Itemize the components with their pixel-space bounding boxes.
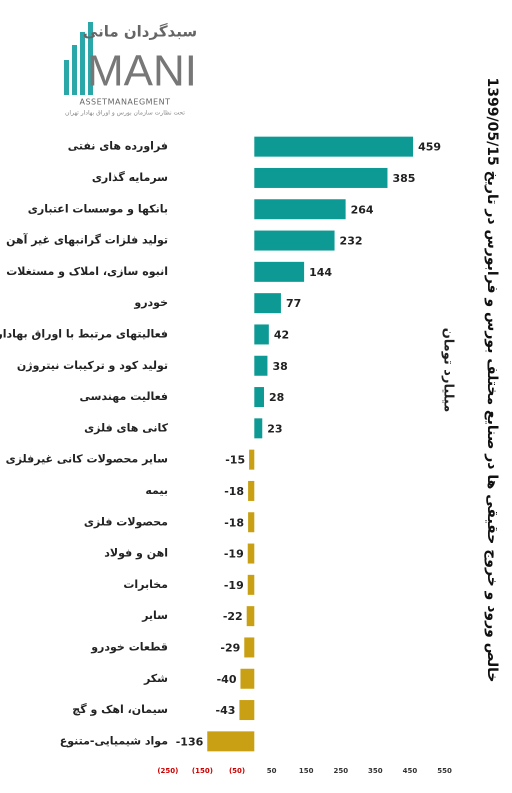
bar: [248, 512, 255, 533]
bar: [244, 637, 255, 658]
logo-bar: [80, 32, 85, 95]
logo-tagline: ASSETMANAEGMENT: [80, 98, 171, 107]
bar: [254, 136, 414, 157]
x-tick-label: (250): [157, 767, 178, 775]
chart-subtitle: میلیارد تومان: [441, 328, 456, 413]
bar: [254, 167, 388, 188]
y-tick-label: قطعات خودرو: [90, 640, 168, 653]
y-tick-label: سایر: [141, 609, 168, 622]
y-tick-label: انبوه سازی، املاک و مستغلات: [6, 265, 168, 278]
x-tick-label: (50): [229, 767, 245, 775]
y-tick-label: محصولات فلزی: [84, 515, 168, 528]
bar: [254, 387, 264, 408]
logo-bar: [64, 60, 69, 95]
bar: [240, 668, 255, 689]
value-label: 42: [274, 328, 289, 341]
value-label: 38: [272, 360, 287, 373]
y-tick-label: شکر: [143, 672, 168, 685]
logo-brand: MANI: [87, 47, 197, 96]
value-label: -136: [176, 735, 204, 748]
value-label: 385: [392, 172, 415, 185]
value-label: -43: [216, 704, 236, 717]
value-label: -18: [224, 516, 244, 529]
x-tick-label: 450: [403, 767, 418, 775]
value-label: 264: [351, 203, 374, 216]
value-label: -29: [220, 641, 240, 654]
logo-name: سبدگردان مانی: [83, 23, 197, 41]
y-tick-label: تولید کود و ترکیبات نیتروژن: [17, 359, 168, 372]
bar: [254, 230, 335, 251]
logo-bar: [88, 22, 93, 95]
y-tick-label: سیمان، اهک و گچ: [72, 703, 168, 716]
y-tick-label: مواد شیمیایی-متنوع: [60, 734, 168, 747]
bar: [247, 543, 255, 564]
value-label: 77: [286, 297, 301, 310]
x-tick-label: 550: [437, 767, 452, 775]
value-label: 23: [267, 422, 282, 435]
value-label: 28: [269, 391, 284, 404]
bar: [249, 449, 255, 470]
x-tick-label: 150: [299, 767, 314, 775]
x-tick-label: 250: [333, 767, 348, 775]
value-label: 144: [309, 266, 332, 279]
logo-note: تحت نظارت سازمان بورس و اوراق بهادار تهر…: [65, 110, 185, 117]
bar: [239, 700, 255, 721]
logo: سبدگردان مانی MANI ASSETMANAEGMENT تحت ن…: [64, 22, 197, 117]
y-tick-label: فعالیت مهندسی: [80, 390, 169, 403]
bar: [248, 480, 255, 501]
bar: [254, 261, 305, 282]
y-tick-label: اهن و فولاد: [104, 547, 168, 560]
x-tick-label: 50: [267, 767, 277, 775]
bar: [207, 731, 255, 752]
y-tick-label: فعالیتهای مرتبط با اوراق بهادار: [0, 327, 168, 340]
y-tick-label: سایر محصولات کانی غیرفلزی: [6, 453, 168, 466]
bar: [254, 418, 263, 439]
y-tick-label: خودرو: [133, 296, 168, 309]
bar: [247, 574, 255, 595]
y-tick-label: مخابرات: [123, 578, 168, 591]
bar: [254, 324, 269, 345]
value-label: -15: [225, 454, 245, 467]
value-label: -40: [217, 673, 237, 686]
y-tick-label: بیمه: [145, 484, 168, 497]
bar: [254, 355, 268, 376]
value-label: -19: [224, 579, 244, 592]
x-tick-label: 350: [368, 767, 383, 775]
y-tick-label: کانی های فلزی: [84, 421, 169, 434]
y-tick-label: فراورده های نفتی: [68, 140, 168, 153]
y-tick-label: سرمایه گذاری: [92, 171, 168, 184]
value-label: -18: [224, 485, 244, 498]
bar: [254, 199, 346, 220]
x-tick-label: (150): [192, 767, 213, 775]
chart-title: خالص ورود و خروج حقیقی ها در صنایع مختلف…: [484, 78, 500, 683]
bar: [246, 606, 255, 627]
value-label: -19: [224, 548, 244, 561]
y-tick-label: بانکها و موسسات اعتباری: [28, 202, 168, 215]
value-label: 232: [340, 235, 363, 248]
value-label: -22: [223, 610, 243, 623]
value-label: 459: [418, 141, 441, 154]
logo-bar: [72, 45, 77, 95]
y-tick-label: تولید فلزات گرانبهای غیر آهن: [6, 233, 168, 247]
bar: [254, 293, 281, 314]
